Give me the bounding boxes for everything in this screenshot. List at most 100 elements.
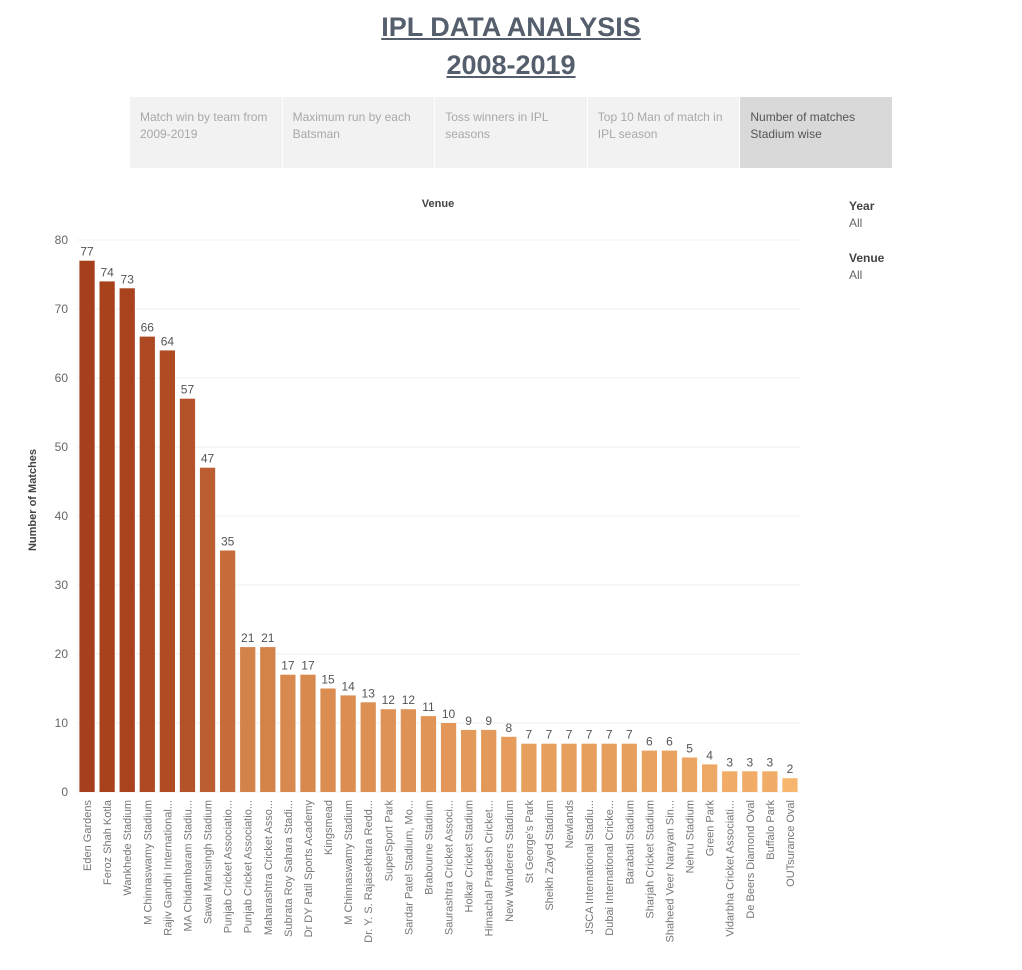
filter-label: Year — [849, 199, 875, 213]
value-label: 64 — [161, 334, 175, 348]
x-tick-label: Green Park — [705, 800, 717, 857]
value-label: 7 — [626, 728, 633, 742]
bar — [139, 336, 155, 792]
x-tick-label: Sheikh Zayed Stadium — [544, 800, 556, 911]
value-label: 3 — [746, 755, 753, 769]
title-line: IPL DATA ANALYSIS — [381, 12, 641, 42]
bar — [179, 398, 196, 792]
bar — [521, 743, 537, 792]
x-tick-label: New Wanderers Stadium — [504, 800, 516, 922]
bar — [219, 550, 236, 792]
x-tick-label: Sawai Mansingh Stadium — [203, 800, 215, 924]
tab[interactable]: Maximum run by each Batsman — [282, 97, 436, 168]
x-tick-label: Kingsmead — [323, 800, 335, 855]
bar — [681, 757, 698, 792]
value-label: 73 — [121, 272, 135, 286]
filter-value[interactable]: All — [849, 216, 863, 230]
x-tick-label: Eden Gardens — [82, 800, 94, 871]
bar — [722, 771, 738, 792]
x-tick-label: Dubai International Cricke... — [604, 800, 616, 936]
filter[interactable]: Venue All — [849, 251, 884, 282]
value-label: 3 — [726, 755, 733, 769]
value-label: 77 — [80, 245, 94, 259]
x-tick-label: Buffalo Park — [765, 800, 777, 860]
x-tick-label: Nehru Stadium — [685, 800, 697, 873]
bar — [581, 743, 597, 792]
value-label: 12 — [402, 693, 416, 707]
x-tick-label: Brabourne Stadium — [423, 800, 435, 895]
filter-value[interactable]: All — [849, 268, 863, 282]
value-label: 17 — [281, 659, 295, 673]
x-tick-label: JSCA International Stadiu... — [584, 800, 596, 935]
tab[interactable]: Match win by team from 2009-2019 — [130, 97, 283, 168]
bar — [79, 260, 95, 792]
x-tick-label: Holkar Cricket Stadium — [464, 800, 476, 912]
bar — [460, 729, 477, 792]
value-label: 47 — [201, 452, 215, 466]
tab-bar: Match win by team from 2009-2019 Maximum … — [130, 97, 893, 168]
x-tick-label: OUTsurance Oval — [785, 800, 797, 887]
x-tick-label: Dr. Y. S. Rajasekhara Redd... — [363, 800, 375, 943]
y-tick-label: 10 — [55, 716, 69, 730]
x-tick-label: Rajiv Gandhi International... — [162, 800, 174, 936]
bar — [400, 709, 417, 792]
x-tick-label: M Chinnaswamy Stadium — [142, 800, 154, 925]
bar — [621, 743, 637, 792]
value-label: 21 — [261, 631, 275, 645]
value-label: 7 — [586, 728, 593, 742]
value-label: 6 — [666, 735, 673, 749]
y-tick-label: 30 — [55, 578, 69, 592]
filter-label: Venue — [849, 251, 885, 265]
y-tick-label: 20 — [55, 647, 69, 661]
x-tick-label: Maharashtra Cricket Asso... — [263, 800, 275, 935]
bar — [360, 702, 376, 792]
y-tick-label: 40 — [55, 509, 69, 523]
x-tick-label: Shaheed Veer Narayan Sin... — [664, 800, 676, 942]
bar — [260, 647, 276, 792]
y-tick-label: 60 — [55, 371, 69, 385]
value-label: 7 — [566, 728, 573, 742]
bar — [481, 729, 497, 792]
bar — [782, 778, 798, 792]
x-tick-label: Saurashtra Cricket Associ... — [444, 800, 456, 935]
bar — [420, 716, 437, 792]
value-label: 8 — [505, 721, 512, 735]
bar — [742, 771, 758, 792]
value-label: 9 — [465, 714, 472, 728]
tab[interactable]: Number of matches Stadium wise — [740, 97, 893, 168]
bar — [99, 281, 115, 792]
x-tick-label: Sharjah Cricket Stadium — [644, 800, 656, 919]
bar — [340, 695, 356, 792]
value-label: 6 — [646, 735, 653, 749]
filter[interactable]: Year All — [849, 199, 874, 230]
y-tick-label: 70 — [55, 302, 69, 316]
value-label: 17 — [301, 659, 315, 673]
bar — [601, 743, 617, 792]
bar — [440, 723, 457, 792]
x-tick-label: Dr DY Patil Sports Academy — [303, 800, 315, 938]
value-label: 21 — [241, 631, 255, 645]
bar — [240, 647, 256, 792]
x-tick-label: Wankhede Stadium — [122, 800, 134, 896]
x-tick-label: Punjab Cricket Associatio... — [223, 800, 235, 933]
value-label: 15 — [321, 673, 335, 687]
x-tick-label: M Chinnaswamy Stadium — [343, 800, 355, 925]
value-label: 5 — [686, 742, 693, 756]
bar — [320, 688, 336, 792]
title-line: 2008-2019 — [446, 50, 576, 80]
value-label: 14 — [341, 679, 355, 693]
x-tick-label: Barabati Stadium — [624, 800, 636, 884]
x-tick-label: SuperSport Park — [383, 800, 395, 882]
value-label: 7 — [606, 728, 613, 742]
bar — [661, 750, 678, 792]
tab[interactable]: Toss winners in IPL seasons — [435, 97, 588, 168]
y-tick-label: 80 — [55, 233, 69, 247]
value-label: 74 — [100, 265, 114, 279]
x-tick-label: St George's Park — [524, 800, 536, 884]
x-tick-label: De Beers Diamond Oval — [745, 800, 757, 919]
y-axis-label: Number of Matches — [27, 449, 39, 551]
value-label: 12 — [382, 693, 396, 707]
tab[interactable]: Top 10 Man of match in IPL season — [587, 97, 741, 168]
